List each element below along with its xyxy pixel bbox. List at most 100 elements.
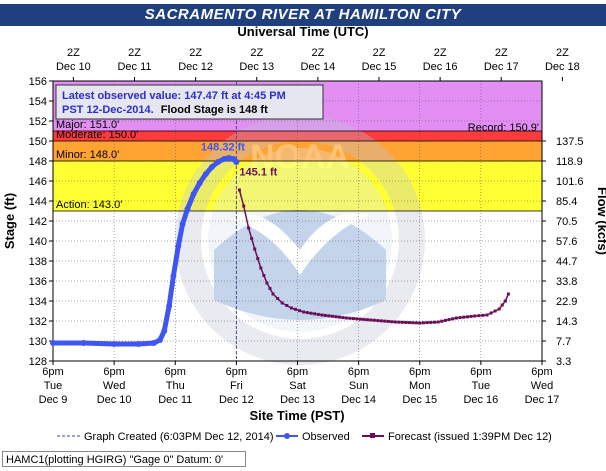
forecast-point [327,314,331,318]
y2-tick-label: 137.5 [556,136,584,148]
bottom-tick-time: 6pm [531,366,552,378]
bottom-tick-day: Tue [44,380,63,392]
y-axis-flow: 3.3 7.7 14.3 22.9 33.8 44.7 57.6 70.5 85.4 101.6 1… [542,136,584,368]
forecast-peak-label: 145.1 ft [239,167,277,179]
y-tick-label: 138 [29,256,47,268]
forecast-point [418,321,422,325]
forecast-point [289,306,293,310]
forecast-point [379,319,383,323]
series-layer: 148.32 ft 145.1 ft [50,81,510,361]
bottom-tick-day: Sat [289,380,306,392]
y-axis-title: Stage (ft) [2,193,17,249]
forecast-point [305,311,309,315]
bottom-tick-time: 6pm [287,366,308,378]
observed-point [190,191,197,197]
top-tick-date: Dec 10 [56,61,91,73]
info-line2-date: PST 12-Dec-2014. [62,104,154,116]
info-line1: Latest observed value: 147.47 ft at 4:45… [62,90,286,102]
bottom-tick-time: 6pm [409,366,430,378]
top-tick-date: Dec 18 [545,61,580,73]
forecast-point [465,315,469,319]
y-tick-label: 134 [29,296,47,308]
forecast-point [462,315,466,319]
y2-tick-label: 44.7 [556,256,577,268]
top-tick-hour: 2Z [67,47,80,59]
legend-forecast: Forecast (issued 1:39PM Dec 12) [388,431,552,443]
forecast-point [271,292,275,296]
top-tick-hour: 2Z [250,47,263,59]
legend-observed: Observed [302,431,350,443]
top-tick-date: Dec 15 [362,61,397,73]
category-label-moderate: Moderate: 150.0' [56,129,138,141]
bottom-tick-date: Dec 16 [463,394,498,406]
observed-point [166,303,173,309]
noaa-watermark: NOAA [175,115,425,365]
y-tick-label: 144 [29,196,47,208]
observed-point [233,159,240,165]
bottom-tick-time: 6pm [226,366,247,378]
forecast-point [489,311,493,315]
y-tick-label: 136 [29,276,47,288]
forecast-point [451,317,455,321]
forecast-point [493,309,497,313]
forecast-point [506,292,510,296]
bottom-tick-date: Dec 13 [280,394,315,406]
forecast-point [285,304,289,307]
y-axis-stage: 128 130 132 134 136 138 140 142 144 146 148 150 152 1… [29,76,53,368]
y-tick-label: 152 [29,116,47,128]
title-bar [0,4,606,26]
y2-tick-label: 57.6 [556,236,577,248]
forecast-point [425,321,429,325]
observed-point [208,164,215,170]
bottom-tick-date: Dec 9 [39,394,68,406]
category-label-minor: Minor: 148.0' [56,149,119,161]
category-label-major: Major: 151.0' [56,119,119,131]
forecast-point [404,320,408,324]
y2-tick-label: 70.5 [556,216,577,228]
forecast-point [372,318,376,322]
top-tick-date: Dec 16 [423,61,458,73]
forecast-point [323,313,327,317]
observed-point [150,340,157,346]
forecast-point [383,319,387,323]
observed-point [221,156,228,162]
forecast-point [397,320,401,324]
forecast-point [302,310,306,314]
forecast-point [400,320,404,324]
forecast-point [447,318,451,322]
legend: Graph Created (6:03PM Dec 12, 2014) Obse… [57,431,552,443]
y2-tick-label: 22.9 [556,296,577,308]
y-tick-label: 156 [29,76,47,88]
bottom-tick-time: 6pm [103,366,124,378]
info-line2: PST 12-Dec-2014. Flood Stage is 148 ft [62,104,268,116]
bottom-tick-day: Mon [409,380,430,392]
top-tick-hour: 2Z [311,47,324,59]
bottom-tick-day: Wed [531,380,553,392]
bottom-tick-day: Fri [230,380,243,392]
forecast-point [242,204,246,208]
forecast-point [432,320,436,324]
top-tick-date: Dec 11 [117,61,151,73]
record-label: Record: 150.9' [468,122,539,134]
forecast-point [469,314,473,318]
footer-datum: HAMC1(plotting HGIRG) "Gage 0" Datum: 0' [2,451,246,467]
top-axis-label: Universal Time (UTC) [237,24,369,39]
y2-tick-label: 118.9 [556,156,583,168]
forecast-point [313,312,317,316]
forecast-point [443,318,447,322]
forecast-point [365,318,369,322]
watermark-text: NOAA [250,138,350,176]
legend-created: Graph Created (6:03PM Dec 12, 2014) [84,431,274,443]
y2-tick-label: 33.8 [556,276,577,288]
forecast-point [414,321,418,325]
top-tick-hour: 2Z [373,47,386,59]
info-box: Latest observed value: 147.47 ft at 4:45… [55,84,324,120]
forecast-point [237,188,241,192]
y2-axis-title: Flow (kcfs) [595,187,606,255]
forecast-point [429,320,433,324]
observed-point [184,206,191,212]
forecast-point [341,316,345,320]
forecast-point [393,320,397,324]
observed-point [215,159,222,165]
